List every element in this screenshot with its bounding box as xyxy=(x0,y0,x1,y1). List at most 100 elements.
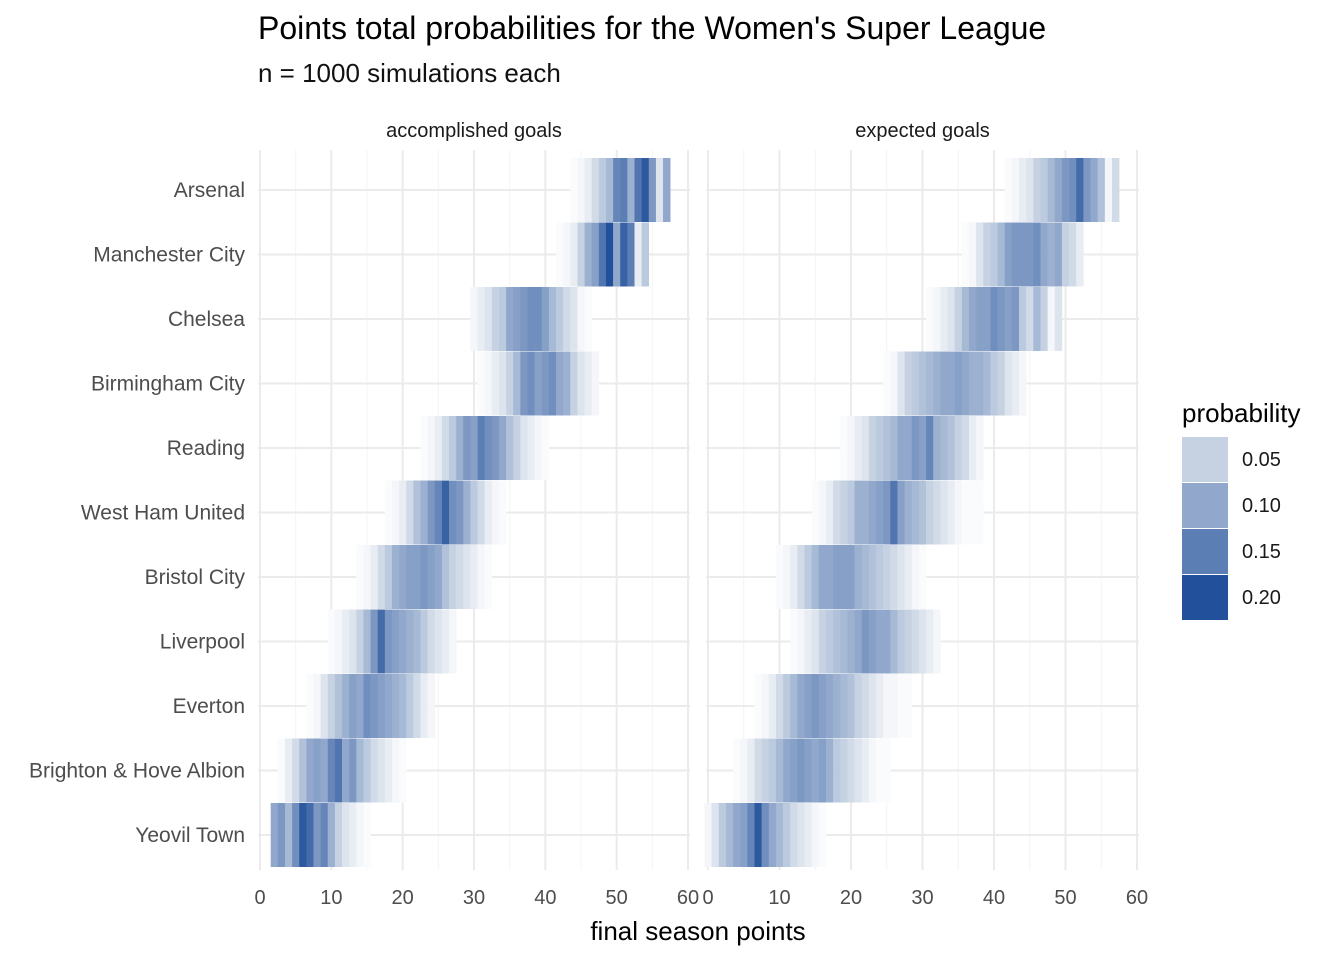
panel-expected-goals: Arsenal: 42 pts, p=0.005Arsenal: 43 pts,… xyxy=(704,150,1139,870)
tile-liverpool: Liverpool: 26 pts, p=0.08 xyxy=(890,609,898,674)
tile-west-ham-united: West Ham United: 20 pts, p=0.02 xyxy=(399,480,407,545)
tile-liverpool: Liverpool: 10 pts, p=0.005 xyxy=(327,609,336,674)
tile-west-ham-united: West Ham United: 25 pts, p=0.12 xyxy=(883,480,891,545)
legend-label: 0.10 xyxy=(1242,494,1281,517)
tile-arsenal: Arsenal: 46 pts, p=0.02 xyxy=(584,158,592,222)
tile-reading: Reading: 33 pts, p=0.08 xyxy=(940,416,948,480)
tile-reading: Reading: 24 pts, p=0.01 xyxy=(427,416,436,480)
tile-reading: Reading: 39 pts, p=0.01 xyxy=(534,416,543,480)
team-label-manchester-city: Manchester City xyxy=(93,244,245,267)
tile-birmingham-city: Birmingham City: 39 pts, p=0.08 xyxy=(983,351,991,416)
legend-label: 0.05 xyxy=(1242,448,1281,471)
tile-reading: Reading: 23 pts, p=0.005 xyxy=(420,416,428,480)
tile-manchester-city: Manchester City: 43 pts, p=0.01 xyxy=(563,222,571,287)
tile-brighton-and-hove-albion: Brighton & Hove Albion: 4 pts, p=0.02 xyxy=(284,738,293,803)
tile-bristol-city: Bristol City: 25 pts, p=0.1 xyxy=(434,545,443,609)
tile-liverpool: Liverpool: 16 pts, p=0.05 xyxy=(818,609,827,674)
tile-manchester-city: Manchester City: 38 pts, p=0.03 xyxy=(976,222,984,287)
tile-yeovil-town: Yeovil Town: 3 pts, p=0.12 xyxy=(277,803,286,867)
tile-brighton-and-hove-albion: Brighton & Hove Albion: 10 pts, p=0.14 xyxy=(327,738,336,803)
tile-birmingham-city: Birmingham City: 31 pts, p=0.005 xyxy=(477,351,485,416)
tile-bristol-city: Bristol City: 16 pts, p=0.02 xyxy=(370,545,378,609)
tile-everton: Everton: 25 pts, p=0.01 xyxy=(883,674,891,738)
tile-west-ham-united: West Ham United: 22 pts, p=0.07 xyxy=(413,480,421,545)
tile-brighton-and-hove-albion: Brighton & Hove Albion: 12 pts, p=0.1 xyxy=(342,738,350,803)
legend-label: 0.15 xyxy=(1242,540,1281,563)
x-tick-label: 0 xyxy=(254,887,265,909)
tile-arsenal: Arsenal: 53 pts, p=0.16 xyxy=(634,158,642,222)
tile-yeovil-town: Yeovil Town: 9 pts, p=0.14 xyxy=(320,803,329,867)
x-tick-label: 20 xyxy=(840,887,862,909)
tile-liverpool: Liverpool: 26 pts, p=0.02 xyxy=(441,609,450,674)
tile-yeovil-town: Yeovil Town: 7 pts, p=0.17 xyxy=(306,803,314,867)
tile-chelsea: Chelsea: 43 pts, p=0.04 xyxy=(563,287,571,351)
tile-chelsea: Chelsea: 32 pts, p=0.03 xyxy=(484,287,493,351)
tile-birmingham-city: Birmingham City: 36 pts, p=0.08 xyxy=(513,351,521,416)
tile-yeovil-town: Yeovil Town: 11 pts, p=0.06 xyxy=(783,803,791,867)
tile-birmingham-city: Birmingham City: 43 pts, p=0.09 xyxy=(563,351,571,416)
tile-brighton-and-hove-albion: Brighton & Hove Albion: 19 pts, p=0.01 xyxy=(391,738,400,803)
tile-chelsea: Chelsea: 31 pts, p=0.02 xyxy=(477,287,485,351)
tile-bristol-city: Bristol City: 29 pts, p=0.01 xyxy=(911,545,920,609)
tile-chelsea: Chelsea: 42 pts, p=0.06 xyxy=(556,287,564,351)
tile-manchester-city: Manchester City: 46 pts, p=0.13 xyxy=(1033,222,1041,287)
x-tick-label: 60 xyxy=(1126,887,1148,909)
tile-bristol-city: Bristol City: 24 pts, p=0.06 xyxy=(876,545,884,609)
team-label-bristol-city: Bristol City xyxy=(145,566,246,589)
tile-bristol-city: Bristol City: 25 pts, p=0.05 xyxy=(883,545,891,609)
tile-chelsea: Chelsea: 39 pts, p=0.13 xyxy=(534,287,543,351)
tile-arsenal: Arsenal: 52 pts, p=0.17 xyxy=(1076,158,1084,222)
tile-reading: Reading: 37 pts, p=0.02 xyxy=(968,416,977,480)
tile-bristol-city: Bristol City: 30 pts, p=0.005 xyxy=(918,545,927,609)
tile-chelsea: Chelsea: 41 pts, p=0.12 xyxy=(997,287,1006,351)
tile-liverpool: Liverpool: 28 pts, p=0.05 xyxy=(904,609,913,674)
tile-manchester-city: Manchester City: 50 pts, p=0.05 xyxy=(1061,222,1070,287)
x-axis-title: final season points xyxy=(590,916,805,946)
team-label-arsenal: Arsenal xyxy=(174,179,245,202)
tile-manchester-city: Manchester City: 44 pts, p=0.12 xyxy=(1019,222,1027,287)
tile-everton: Everton: 11 pts, p=0.06 xyxy=(783,674,791,738)
tile-everton: Everton: 13 pts, p=0.1 xyxy=(797,674,805,738)
tile-chelsea: Chelsea: 34 pts, p=0.03 xyxy=(947,287,955,351)
tile-chelsea: Chelsea: 41 pts, p=0.08 xyxy=(548,287,557,351)
tile-bristol-city: Bristol City: 20 pts, p=0.11 xyxy=(847,545,855,609)
tile-west-ham-united: West Ham United: 29 pts, p=0.09 xyxy=(463,480,471,545)
panel-accomplished-goals: Arsenal: 44 pts, p=0.005Arsenal: 45 pts,… xyxy=(258,150,690,870)
tile-yeovil-town: Yeovil Town: 4 pts, p=0.1 xyxy=(733,803,741,867)
tile-birmingham-city: Birmingham City: 28 pts, p=0.05 xyxy=(904,351,913,416)
tile-birmingham-city: Birmingham City: 33 pts, p=0.1 xyxy=(940,351,948,416)
tile-liverpool: Liverpool: 18 pts, p=0.12 xyxy=(384,609,393,674)
x-tick-label: 30 xyxy=(911,887,933,909)
tile-manchester-city: Manchester City: 52 pts, p=0.15 xyxy=(627,222,635,287)
tile-bristol-city: Bristol City: 30 pts, p=0.02 xyxy=(470,545,478,609)
tile-everton: Everton: 9 pts, p=0.02 xyxy=(768,674,777,738)
tile-everton: Everton: 13 pts, p=0.11 xyxy=(349,674,357,738)
tile-yeovil-town: Yeovil Town: 8 pts, p=0.12 xyxy=(313,803,321,867)
tile-birmingham-city: Birmingham City: 41 pts, p=0.13 xyxy=(548,351,557,416)
tile-arsenal: Arsenal: 48 pts, p=0.06 xyxy=(598,158,607,222)
tile-everton: Everton: 15 pts, p=0.13 xyxy=(363,674,371,738)
tile-everton: Everton: 7 pts, p=0.005 xyxy=(306,674,314,738)
tile-west-ham-united: West Ham United: 34 pts, p=0.02 xyxy=(947,480,955,545)
x-tick-label: 40 xyxy=(534,887,556,909)
legend-entry: 0.15 xyxy=(1182,529,1301,575)
tile-reading: Reading: 25 pts, p=0.02 xyxy=(434,416,443,480)
facet-label: expected goals xyxy=(855,120,990,142)
tile-chelsea: Chelsea: 46 pts, p=0.005 xyxy=(584,287,592,351)
tile-west-ham-united: West Ham United: 20 pts, p=0.06 xyxy=(847,480,855,545)
tile-liverpool: Liverpool: 32 pts, p=0.01 xyxy=(933,609,941,674)
tile-reading: Reading: 31 pts, p=0.15 xyxy=(477,416,485,480)
tile-yeovil-town: Yeovil Town: 3 pts, p=0.08 xyxy=(725,803,734,867)
tile-arsenal: Arsenal: 43 pts, p=0.01 xyxy=(1011,158,1020,222)
tile-liverpool: Liverpool: 23 pts, p=0.11 xyxy=(868,609,877,674)
tile-arsenal: Arsenal: 51 pts, p=0.13 xyxy=(1069,158,1077,222)
chart-subtitle: n = 1000 simulations each xyxy=(258,58,561,88)
tile-arsenal: Arsenal: 49 pts, p=0.1 xyxy=(1054,158,1063,222)
tile-west-ham-united: West Ham United: 31 pts, p=0.05 xyxy=(926,480,934,545)
tile-bristol-city: Bristol City: 27 pts, p=0.05 xyxy=(449,545,457,609)
tile-yeovil-town: Yeovil Town: 7 pts, p=0.19 xyxy=(754,803,762,867)
tile-everton: Everton: 19 pts, p=0.08 xyxy=(840,674,848,738)
tile-birmingham-city: Birmingham City: 45 pts, p=0.03 xyxy=(577,351,585,416)
tile-bristol-city: Bristol City: 23 pts, p=0.12 xyxy=(420,545,428,609)
tile-west-ham-united: West Ham United: 33 pts, p=0.03 xyxy=(940,480,948,545)
